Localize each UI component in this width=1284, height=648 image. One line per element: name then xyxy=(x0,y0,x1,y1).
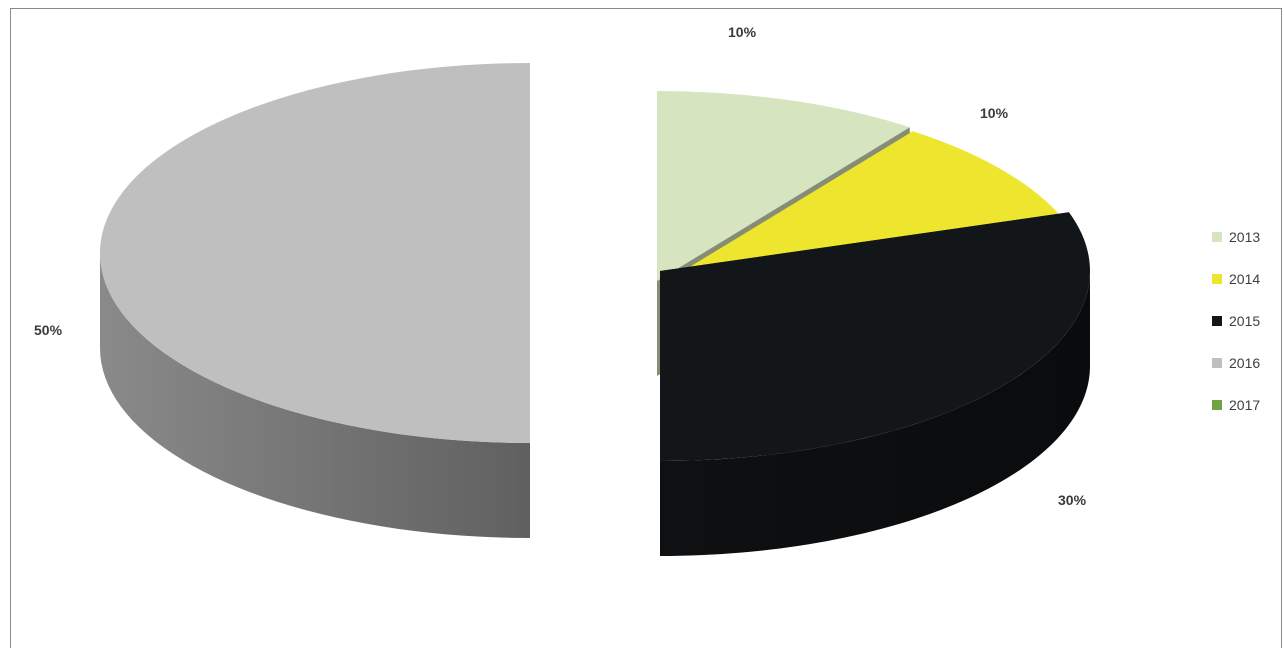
legend-label: 2013 xyxy=(1229,229,1261,245)
data-label-2016: 50% xyxy=(34,322,63,338)
legend-item-2016: 2016 xyxy=(1212,342,1282,384)
legend-swatch xyxy=(1212,316,1222,326)
legend-item-2013: 2013 xyxy=(1212,216,1282,258)
legend-label: 2015 xyxy=(1229,313,1261,329)
pie-slice-2016 xyxy=(100,63,530,538)
legend-label: 2017 xyxy=(1229,397,1261,413)
legend-swatch xyxy=(1212,274,1222,284)
slice-wall-2016 xyxy=(100,253,530,538)
legend-item-2017: 2017 xyxy=(1212,384,1282,426)
data-label-2014: 10% xyxy=(980,105,1009,121)
pie-chart: 10% 10% 30% 50% xyxy=(34,24,1090,556)
slice-top-2015 xyxy=(660,212,1090,461)
slice-top-2016 xyxy=(100,63,530,443)
slice-top-2013 xyxy=(657,91,910,281)
legend-swatch xyxy=(1212,232,1222,242)
legend-swatch xyxy=(1212,358,1222,368)
pie-slice-2015 xyxy=(660,212,1090,556)
slice-top-2014 xyxy=(660,131,1069,285)
legend-label: 2014 xyxy=(1229,271,1261,287)
data-label-2013: 10% xyxy=(728,24,757,40)
legend-label: 2016 xyxy=(1229,355,1261,371)
data-label-2015: 30% xyxy=(1058,492,1087,508)
slice-wall-2015 xyxy=(660,269,1090,556)
legend: 2013 2014 2015 2016 2017 xyxy=(1212,216,1282,426)
legend-item-2014: 2014 xyxy=(1212,258,1282,300)
legend-swatch xyxy=(1212,400,1222,410)
legend-item-2015: 2015 xyxy=(1212,300,1282,342)
